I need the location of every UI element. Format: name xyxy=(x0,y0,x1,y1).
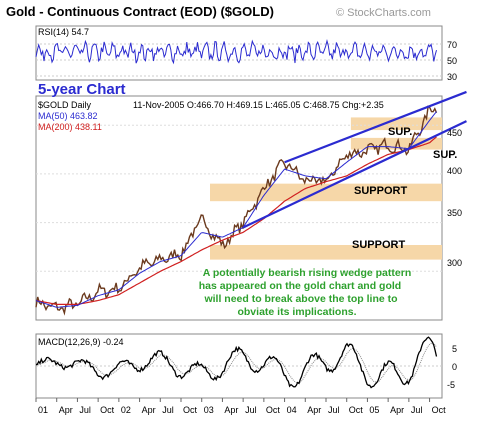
macd-series xyxy=(35,336,438,389)
x-label-6: Jul xyxy=(162,405,174,415)
macd-label: MACD(12,26,9) -0.24 xyxy=(38,337,124,347)
price-tick-300: 300 xyxy=(447,258,462,268)
annotation: A potentially bearish rising wedge patte… xyxy=(199,267,411,318)
x-label-3: Oct xyxy=(100,405,115,415)
x-label-18: Jul xyxy=(411,405,423,415)
x-axis: 01 Apr Jul Oct 02 Apr Jul Oct 03 Apr Jul Oct 04 Apr Ju… xyxy=(35,398,447,415)
annotation-line-2: has appeared on the gold chart and gold xyxy=(199,280,401,292)
rsi-tick-70: 70 xyxy=(447,40,457,50)
wedge-upper-line xyxy=(284,90,467,164)
annotation-line-1: A potentially bearish rising wedge patte… xyxy=(203,267,411,279)
support-zone-3 xyxy=(210,183,442,202)
x-label-9: Apr xyxy=(224,405,238,415)
x-label-15: Oct xyxy=(349,405,364,415)
support-zone-4 xyxy=(210,245,442,260)
zone-label-support-2: SUPPORT xyxy=(352,239,405,251)
annotation-line-3: will need to break above the top line to xyxy=(203,293,397,305)
x-label-10: Jul xyxy=(245,405,257,415)
zone-label-sup-2: SUP. xyxy=(433,149,457,161)
x-label-7: Oct xyxy=(183,405,198,415)
x-label-19: Oct xyxy=(432,405,447,415)
rsi-label: RSI(14) 54.7 xyxy=(38,27,89,37)
zone-label-support-1: SUPPORT xyxy=(354,185,407,197)
x-label-0: 01 xyxy=(38,405,48,415)
price-tick-400: 400 xyxy=(447,166,462,176)
x-label-4: 02 xyxy=(121,405,131,415)
chart-title: Gold - Continuous Contract (EOD) ($GOLD) xyxy=(6,4,274,19)
x-label-12: 04 xyxy=(287,405,297,415)
period-label: 5-year Chart xyxy=(38,81,126,98)
ma50-label: MA(50) 463.82 xyxy=(38,111,98,121)
rsi-series xyxy=(35,39,437,65)
price-tick-450: 450 xyxy=(447,128,462,138)
x-label-5: Apr xyxy=(142,405,156,415)
annotation-line-4: obviate its implications. xyxy=(237,306,356,318)
x-label-1: Apr xyxy=(59,405,73,415)
macd-panel xyxy=(35,333,443,399)
macd-tick-5: 5 xyxy=(452,344,457,354)
macd-tick--5: -5 xyxy=(447,380,455,390)
rsi-tick-30: 30 xyxy=(447,72,457,82)
ma200-series xyxy=(35,136,437,305)
x-label-8: 03 xyxy=(204,405,214,415)
zone-label-sup-1: SUP. xyxy=(388,126,412,138)
macd-tick-0: 0 xyxy=(452,362,457,372)
price-quote: 11-Nov-2005 O:466.70 H:469.15 L:465.05 C… xyxy=(133,100,384,110)
x-label-14: Jul xyxy=(328,405,340,415)
price-series xyxy=(35,105,438,316)
support-zones xyxy=(210,117,442,260)
wedge-lower-line xyxy=(242,120,467,229)
x-label-17: Apr xyxy=(390,405,404,415)
price-panel xyxy=(35,95,443,321)
x-label-2: Jul xyxy=(79,405,91,415)
x-label-13: Apr xyxy=(307,405,321,415)
rsi-panel xyxy=(35,25,443,81)
ma50-series xyxy=(35,111,437,308)
rsi-tick-50: 50 xyxy=(447,56,457,66)
x-label-16: 05 xyxy=(369,405,379,415)
price-tick-350: 350 xyxy=(447,208,462,218)
watermark: © StockCharts.com xyxy=(336,7,431,19)
ma200-label: MA(200) 438.11 xyxy=(38,122,102,132)
price-symbol: $GOLD Daily xyxy=(38,100,92,110)
x-label-11: Oct xyxy=(266,405,281,415)
